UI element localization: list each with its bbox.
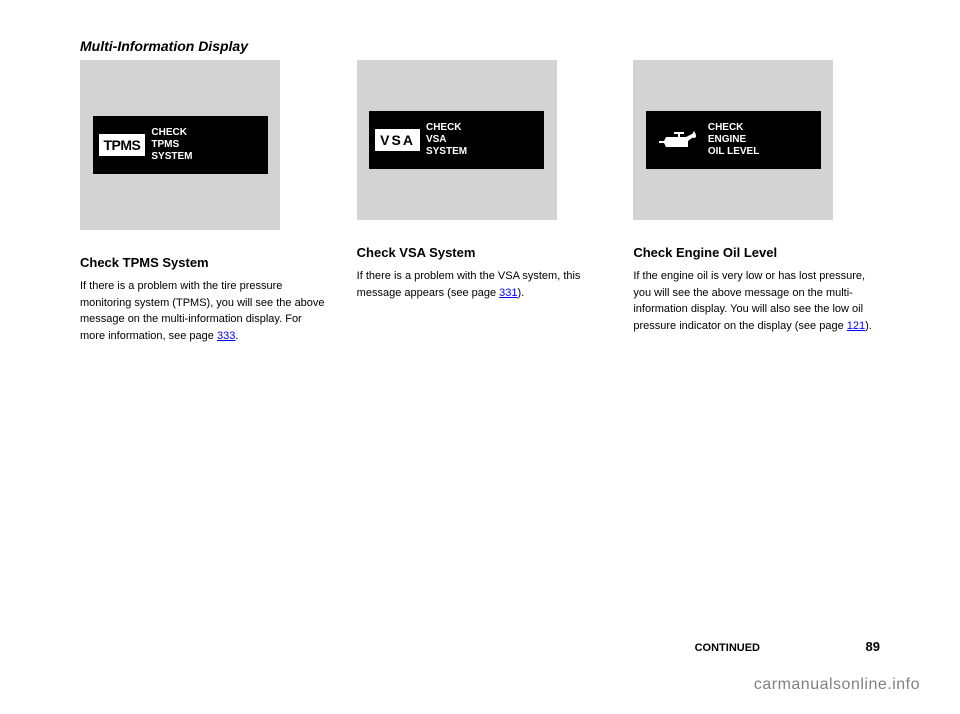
oil-body-after: ). <box>865 320 872 332</box>
tpms-line2: TPMS <box>151 139 192 151</box>
vsa-line1: CHECK <box>426 122 467 134</box>
tpms-line1: CHECK <box>151 127 192 139</box>
column-tpms: TPMS CHECK TPMS SYSTEM Check TPMS System… <box>80 60 327 344</box>
vsa-icon-text: VSA <box>380 132 415 148</box>
tpms-line3: SYSTEM <box>151 151 192 163</box>
tpms-indicator-image: TPMS CHECK TPMS SYSTEM <box>80 60 280 230</box>
tpms-icon: TPMS <box>99 134 146 156</box>
tpms-body-after: . <box>235 330 238 342</box>
tpms-content: Check TPMS System If there is a problem … <box>80 255 327 344</box>
oil-display-text: CHECK ENGINE OIL LEVEL <box>708 122 760 158</box>
oil-display: CHECK ENGINE OIL LEVEL <box>646 111 821 169</box>
tpms-body-before: If there is a problem with the tire pres… <box>80 280 325 342</box>
vsa-body-after: ). <box>518 287 525 299</box>
oil-can-icon <box>652 125 702 155</box>
vsa-indicator-image: VSA CHECK VSA SYSTEM <box>357 60 557 220</box>
oil-title: Check Engine Oil Level <box>633 245 880 260</box>
page-content: TPMS CHECK TPMS SYSTEM Check TPMS System… <box>0 0 960 384</box>
tpms-display: TPMS CHECK TPMS SYSTEM <box>93 116 268 174</box>
page-number: 89 <box>866 639 880 654</box>
oil-body-before: If the engine oil is very low or has los… <box>633 270 865 332</box>
vsa-content: Check VSA System If there is a problem w… <box>357 245 604 301</box>
tpms-title: Check TPMS System <box>80 255 327 270</box>
tpms-icon-text: TPMS <box>104 137 141 153</box>
oil-line3: OIL LEVEL <box>708 146 760 158</box>
oil-line1: CHECK <box>708 122 760 134</box>
vsa-body-before: If there is a problem with the VSA syste… <box>357 270 581 299</box>
vsa-page-link[interactable]: 331 <box>499 287 517 299</box>
tpms-body: If there is a problem with the tire pres… <box>80 278 327 344</box>
oil-indicator-image: CHECK ENGINE OIL LEVEL <box>633 60 833 220</box>
tpms-page-link[interactable]: 333 <box>217 330 235 342</box>
vsa-line2: VSA <box>426 134 467 146</box>
watermark: carmanualsonline.info <box>754 676 920 694</box>
vsa-display-text: CHECK VSA SYSTEM <box>426 122 467 158</box>
page-header-title: Multi-Information Display <box>80 38 248 54</box>
vsa-display: VSA CHECK VSA SYSTEM <box>369 111 544 169</box>
vsa-title: Check VSA System <box>357 245 604 260</box>
vsa-line3: SYSTEM <box>426 146 467 158</box>
continued-label: CONTINUED <box>695 642 760 654</box>
tpms-display-text: CHECK TPMS SYSTEM <box>151 127 192 163</box>
oil-page-link[interactable]: 121 <box>847 320 865 332</box>
oil-content: Check Engine Oil Level If the engine oil… <box>633 245 880 334</box>
vsa-body: If there is a problem with the VSA syste… <box>357 268 604 301</box>
vsa-icon: VSA <box>375 129 420 151</box>
oil-body: If the engine oil is very low or has los… <box>633 268 880 334</box>
oil-line2: ENGINE <box>708 134 760 146</box>
column-oil: CHECK ENGINE OIL LEVEL Check Engine Oil … <box>633 60 880 344</box>
column-vsa: VSA CHECK VSA SYSTEM Check VSA System If… <box>357 60 604 344</box>
